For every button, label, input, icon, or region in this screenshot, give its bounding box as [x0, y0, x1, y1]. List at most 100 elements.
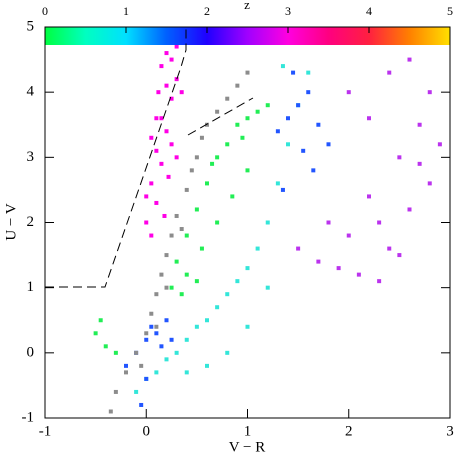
data-point — [387, 70, 392, 75]
colorbar-tick-label: 4 — [366, 4, 372, 18]
data-point — [245, 266, 250, 271]
data-point — [215, 109, 220, 114]
data-point — [134, 350, 139, 355]
selection-boundary — [187, 97, 254, 136]
data-point — [336, 266, 341, 271]
data-point — [144, 331, 149, 336]
data-point — [174, 155, 179, 160]
data-point — [397, 155, 402, 160]
data-point — [149, 233, 154, 238]
data-point — [159, 272, 164, 277]
y-tick-label: 4 — [27, 84, 35, 100]
data-point — [367, 194, 371, 199]
data-point — [149, 311, 154, 316]
selection-boundary — [45, 27, 187, 288]
data-point — [306, 70, 311, 75]
data-point — [184, 272, 189, 277]
data-point — [162, 213, 167, 218]
x-tick-label: 1 — [244, 423, 252, 439]
data-point — [174, 44, 179, 49]
data-point — [159, 116, 164, 121]
data-point — [124, 370, 128, 375]
colorbar-tick-label: 3 — [285, 4, 291, 18]
data-point — [311, 168, 316, 173]
data-point — [184, 187, 189, 192]
data-point — [346, 90, 351, 95]
data-point — [316, 122, 321, 127]
data-point — [189, 168, 194, 173]
plot-frame — [44, 26, 451, 419]
data-point — [134, 389, 139, 394]
data-point — [427, 181, 432, 186]
data-point — [179, 227, 184, 232]
data-point — [407, 207, 412, 212]
data-point — [275, 129, 280, 134]
data-point — [427, 90, 432, 95]
data-point — [144, 376, 149, 381]
data-point — [154, 116, 159, 121]
data-point — [194, 155, 199, 160]
data-point — [149, 324, 154, 329]
data-point — [230, 194, 235, 199]
data-point — [397, 253, 402, 258]
data-point — [98, 318, 103, 323]
data-point — [356, 272, 361, 277]
data-point — [164, 51, 169, 56]
data-point — [179, 292, 184, 297]
data-point — [164, 129, 169, 134]
data-point — [245, 324, 250, 329]
data-point — [174, 77, 179, 82]
data-point — [407, 57, 412, 62]
data-point — [387, 246, 392, 251]
data-point — [154, 331, 159, 336]
data-point — [235, 83, 240, 88]
data-point — [139, 363, 144, 368]
data-point — [265, 220, 270, 225]
x-tick-label: 0 — [143, 423, 151, 439]
data-point — [286, 142, 290, 147]
data-point — [245, 168, 250, 173]
data-point — [174, 350, 179, 355]
data-point — [169, 57, 174, 62]
data-point — [377, 279, 382, 284]
data-point — [169, 337, 174, 342]
colorbar-tick-label: 0 — [42, 4, 48, 18]
data-point — [144, 337, 149, 342]
data-point — [296, 103, 301, 108]
x-tick-label: 2 — [345, 423, 353, 439]
data-point — [235, 279, 240, 284]
data-point — [194, 324, 199, 329]
data-point — [154, 200, 159, 205]
data-point — [144, 220, 149, 225]
data-point — [326, 142, 331, 147]
data-point — [159, 64, 164, 69]
data-point — [417, 161, 422, 166]
data-point — [301, 148, 306, 153]
data-point — [306, 90, 311, 95]
data-point — [154, 292, 159, 297]
data-point — [184, 370, 189, 375]
y-axis-label: U − V — [3, 203, 19, 241]
data-point — [215, 305, 220, 310]
data-point — [205, 318, 209, 323]
data-point — [169, 142, 174, 147]
colorbar-tick-label: 2 — [204, 4, 210, 18]
data-point — [225, 142, 230, 147]
data-point — [194, 207, 199, 212]
data-point — [280, 64, 285, 69]
data-point — [169, 285, 174, 290]
data-point — [225, 96, 230, 101]
data-point — [205, 363, 209, 368]
data-point — [159, 344, 164, 349]
data-point — [255, 246, 260, 251]
data-point — [367, 116, 371, 121]
data-point — [316, 259, 321, 264]
data-point — [144, 194, 149, 199]
data-point — [194, 279, 199, 284]
data-point — [166, 174, 171, 179]
data-point — [149, 181, 154, 186]
data-point — [275, 181, 280, 186]
data-point — [103, 344, 108, 349]
